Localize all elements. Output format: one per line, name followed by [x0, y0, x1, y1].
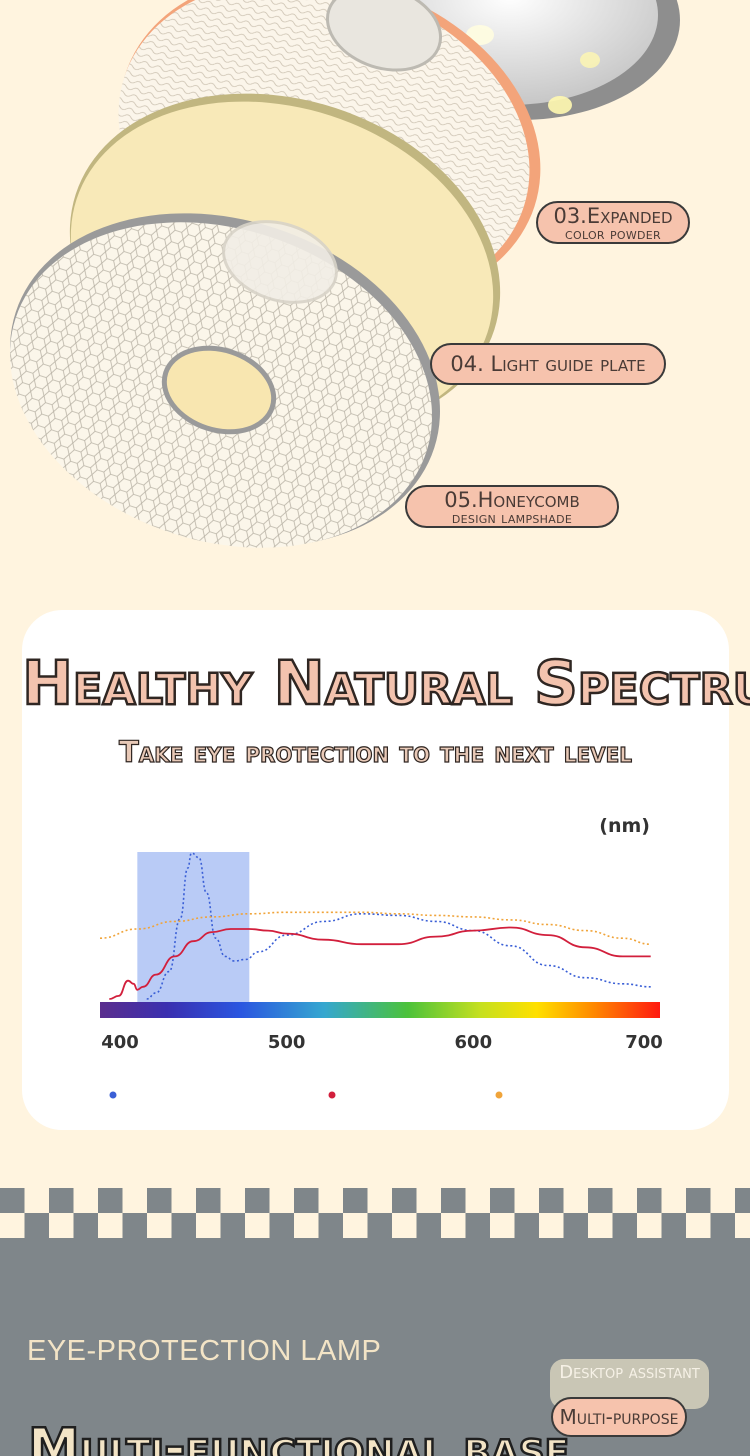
- checker-square: [416, 1213, 441, 1238]
- callout-03-line2: color powder: [565, 225, 661, 243]
- checker-square: [661, 1213, 686, 1238]
- checker-square: [343, 1188, 368, 1213]
- legend-dot-blue-light-peak: [109, 1091, 117, 1099]
- checker-square: [490, 1188, 515, 1213]
- callout-05-line1: 05.Honeycomb: [444, 488, 580, 512]
- callout-05-line2: design lampshade: [451, 509, 573, 527]
- honeycomb-lampshade: [9, 213, 440, 548]
- spectrum-color-bar: [100, 1002, 660, 1018]
- checker-square: [563, 1213, 588, 1238]
- checker-square: [441, 1188, 466, 1213]
- spectrum-chart: 400 500 600 700 (nm): [99, 815, 663, 1099]
- checker-square: [98, 1188, 123, 1213]
- checker-square: [294, 1188, 319, 1213]
- x-tick-label: 500: [268, 1032, 306, 1053]
- unit-label: (nm): [599, 815, 650, 837]
- multi-functional-heading: Multi-functional base: [27, 1417, 571, 1456]
- checker-square: [147, 1188, 172, 1213]
- callout-03-line1: 03.Expanded: [553, 204, 673, 228]
- checker-square: [735, 1188, 750, 1213]
- x-tick-label: 700: [625, 1032, 663, 1053]
- checker-square: [171, 1213, 196, 1238]
- checker-square: [220, 1213, 245, 1238]
- checker-square: [0, 1188, 25, 1213]
- callout-color-powder: 03.Expanded color powder: [536, 201, 690, 244]
- checker-square: [245, 1188, 270, 1213]
- callout-honeycomb-lampshade: 05.Honeycomb design lampshade: [405, 485, 619, 528]
- checker-square: [612, 1213, 637, 1238]
- checker-square: [588, 1188, 613, 1213]
- checker-square: [73, 1213, 98, 1238]
- spectrum-title: Healthy Natural Spectrum: [21, 647, 750, 721]
- series-natural-sunlight-curve: [99, 911, 651, 945]
- checker-square: [539, 1188, 564, 1213]
- legend-dot-full-spectrum-curve: [328, 1091, 336, 1099]
- blue-light-band: [137, 852, 250, 1002]
- eye-protection-label: EYE-PROTECTION LAMP: [27, 1335, 382, 1367]
- checker-square: [269, 1213, 294, 1238]
- series-full-spectrum-curve: [109, 926, 651, 1000]
- checker-square: [392, 1188, 417, 1213]
- x-tick-label: 400: [101, 1032, 139, 1053]
- checker-square: [710, 1213, 735, 1238]
- lamp-exploded-illustration: [9, 0, 680, 548]
- series-blue-light-peak: [146, 852, 651, 1000]
- legend-dot-natural-sunlight-curve: [495, 1091, 503, 1099]
- checker-square: [367, 1213, 392, 1238]
- spectrum-card: Healthy Natural Spectrum Take eye protec…: [21, 610, 750, 1130]
- checker-square: [24, 1213, 49, 1238]
- checker-square: [196, 1188, 221, 1213]
- x-tick-label: 600: [455, 1032, 493, 1053]
- checker-square: [637, 1188, 662, 1213]
- callout-04-line1: 04. Light guide plate: [450, 352, 646, 376]
- spectrum-subtitle: Take eye protection to the next level: [118, 734, 633, 769]
- checker-square: [465, 1213, 490, 1238]
- checker-square: [514, 1213, 539, 1238]
- callout-light-guide-plate: 04. Light guide plate: [430, 343, 666, 385]
- checker-square: [49, 1188, 74, 1213]
- checker-divider: [0, 1188, 750, 1238]
- checker-square: [122, 1213, 147, 1238]
- multi-purpose-pill: Multi-purpose: [551, 1397, 687, 1437]
- checker-square: [318, 1213, 343, 1238]
- checker-square: [686, 1188, 711, 1213]
